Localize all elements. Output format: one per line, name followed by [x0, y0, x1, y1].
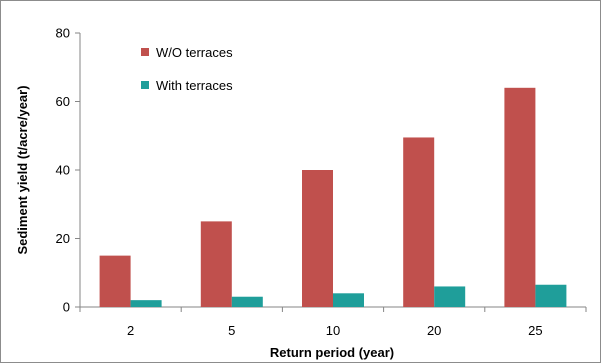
x-axis-title: Return period (year)	[270, 345, 394, 360]
y-tick-label: 0	[63, 300, 70, 315]
bars	[99, 87, 567, 307]
bar-without-terraces	[504, 87, 536, 307]
y-tick-label: 40	[56, 163, 70, 178]
legend-swatch	[141, 81, 149, 89]
x-tick-label: 5	[228, 323, 235, 338]
legend-label: W/O terraces	[156, 45, 233, 60]
x-tick-label: 20	[427, 323, 441, 338]
legend-swatch	[141, 48, 149, 56]
bar-with-terraces	[333, 293, 364, 307]
bar-with-terraces	[535, 284, 567, 307]
bar-without-terraces	[99, 255, 131, 307]
y-tick-label: 80	[56, 26, 70, 41]
bar-without-terraces	[302, 170, 333, 307]
bar-without-terraces	[200, 221, 232, 307]
y-tick-label: 60	[56, 94, 70, 109]
legend: W/O terraces With terraces	[141, 45, 233, 93]
bar-with-terraces	[130, 300, 162, 307]
y-tick-label: 20	[56, 231, 70, 246]
bar-with-terraces	[434, 286, 466, 307]
y-axis-title: Sediment yield (t/acre/year)	[15, 85, 30, 254]
x-tick-label: 25	[528, 323, 542, 338]
legend-label: With terraces	[156, 78, 233, 93]
x-ticks: 2 5 10 20 25	[79, 307, 587, 338]
bar-without-terraces	[403, 137, 435, 307]
y-ticks: 0 20 40 60 80	[56, 26, 80, 315]
bar-with-terraces	[231, 296, 263, 307]
x-tick-label: 2	[127, 323, 134, 338]
x-tick-label: 10	[326, 323, 340, 338]
